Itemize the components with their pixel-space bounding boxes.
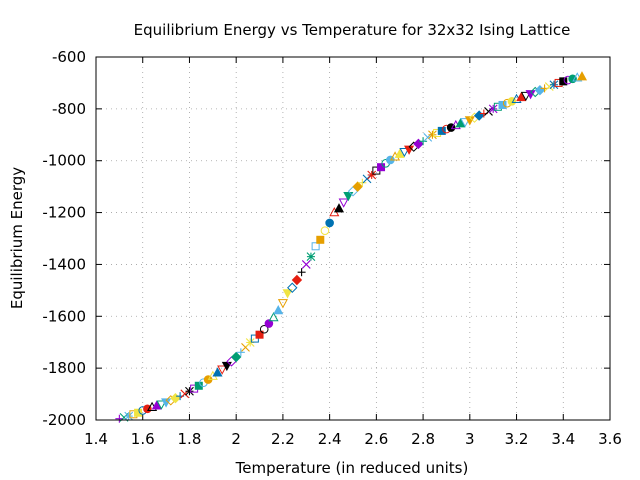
- data-point: [297, 268, 306, 277]
- data-point: [301, 260, 311, 269]
- data-point: [333, 203, 345, 213]
- data-point: [544, 82, 554, 91]
- y-tick-label: -800: [52, 100, 86, 118]
- x-tick-label: 1.6: [131, 430, 155, 448]
- x-tick-label: 2.8: [411, 430, 435, 448]
- data-point: [377, 163, 386, 172]
- data-point: [559, 77, 568, 86]
- data-point: [306, 252, 316, 262]
- x-tick-label: 1.8: [178, 430, 202, 448]
- x-tick-label: 2.4: [318, 430, 342, 448]
- data-point: [325, 218, 334, 228]
- data-point: [156, 400, 167, 410]
- data-point: [236, 348, 245, 357]
- y-tick-label: -1600: [42, 307, 86, 325]
- data-point: [428, 130, 437, 140]
- data-point: [273, 305, 284, 315]
- data-point: [488, 104, 498, 114]
- data-point: [287, 282, 298, 293]
- chart-title: Equilibrium Energy vs Temperature for 32…: [134, 21, 571, 39]
- x-tick-label: 1.4: [84, 430, 108, 448]
- data-point: [259, 324, 269, 334]
- data-point: [217, 365, 228, 375]
- data-point: [394, 148, 405, 158]
- data-point: [268, 312, 279, 322]
- data-point: [516, 91, 527, 102]
- data-point: [399, 147, 410, 158]
- data-point: [320, 226, 330, 236]
- data-point: [498, 100, 507, 109]
- plot-frame: [95, 56, 611, 421]
- data-point: [282, 289, 293, 299]
- data-point: [255, 330, 264, 339]
- x-tick-label: 2.2: [271, 430, 295, 448]
- x-tick-label: 3.2: [505, 430, 529, 448]
- x-tick-label: 2: [231, 430, 241, 448]
- data-point: [311, 242, 320, 251]
- x-tick-label: 3.6: [598, 430, 622, 448]
- data-point: [460, 118, 471, 128]
- y-tick-label: -1000: [42, 152, 86, 170]
- data-point: [549, 80, 559, 90]
- data-point: [134, 408, 143, 417]
- data-point: [576, 71, 588, 81]
- data-point: [124, 411, 134, 421]
- data-point: [185, 386, 194, 396]
- y-tick-labels: -2000 -1800 -1600 -1400 -1200 -1000 -800 -600: [42, 48, 86, 429]
- data-point: [338, 198, 349, 208]
- data-point: [419, 137, 428, 146]
- data-point: [264, 319, 274, 328]
- data-point: [437, 126, 446, 135]
- y-tick-label: -1200: [42, 204, 86, 222]
- data-point: [194, 381, 203, 390]
- axis-ticks: [95, 56, 611, 421]
- data-point: [534, 84, 546, 96]
- x-tick-label: 3: [465, 430, 475, 448]
- data-point: [291, 274, 303, 286]
- data-point: [455, 118, 466, 128]
- x-tick-label: 2.6: [364, 430, 388, 448]
- x-axis-title: Temperature (in reduced units): [235, 459, 469, 477]
- x-tick-label: 3.4: [551, 430, 575, 448]
- data-point: [151, 400, 162, 410]
- y-tick-label: -600: [52, 48, 86, 66]
- data-points: [115, 71, 588, 423]
- data-point: [352, 181, 363, 192]
- data-point: [277, 299, 288, 309]
- data-point: [464, 116, 475, 126]
- data-point: [473, 110, 485, 121]
- data-point: [413, 138, 424, 150]
- grid: [96, 57, 610, 420]
- data-point: [170, 393, 181, 404]
- data-point: [316, 235, 325, 244]
- x-tick-labels: 1.4 1.6 1.8 2 2.2 2.4 2.6 2.8 3 3.2 3.4 3.6: [84, 430, 622, 448]
- y-tick-label: -1800: [42, 359, 86, 377]
- y-tick-label: -1400: [42, 255, 86, 273]
- data-point: [520, 91, 531, 102]
- data-point: [230, 351, 242, 363]
- data-point: [343, 192, 354, 202]
- y-axis-title: Equilibrium Energy: [8, 167, 26, 309]
- data-point: [212, 367, 223, 377]
- y-tick-label: -2000: [42, 411, 86, 429]
- data-point: [221, 361, 232, 372]
- data-point: [358, 178, 367, 187]
- data-point: [362, 174, 372, 184]
- data-point: [367, 170, 377, 180]
